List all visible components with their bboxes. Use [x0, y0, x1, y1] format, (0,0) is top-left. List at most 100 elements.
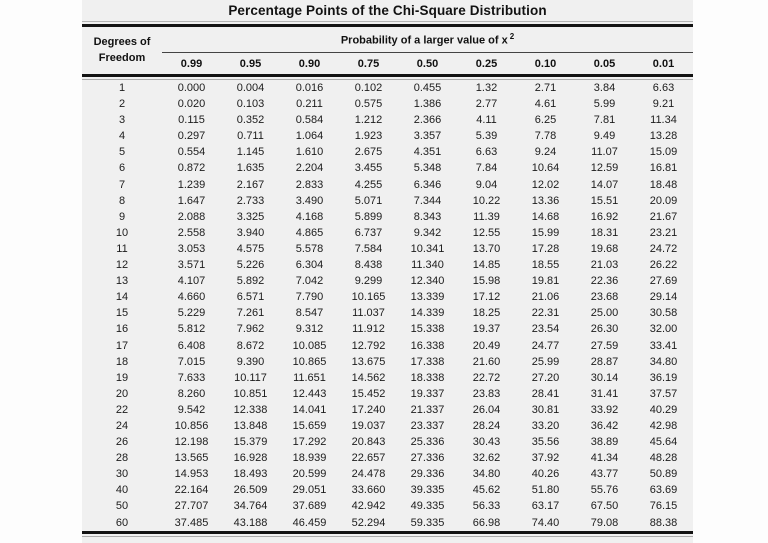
value-cell: 13.848: [233, 419, 268, 432]
value-cell: 26.22: [649, 259, 678, 272]
value-cell: 9.04: [475, 178, 498, 191]
table-row: 2 0.020 0.103 0.211 0.575 1.386 2.77 4.61 5.99 9.…: [82, 96, 693, 112]
value-cell: 4.575: [236, 242, 265, 255]
value-cell: 6.408: [177, 339, 206, 352]
value-cell: 15.338: [410, 323, 445, 336]
value-cell: 14.562: [351, 371, 386, 384]
value-cell: 30.14: [590, 371, 619, 384]
value-cell: 3.571: [177, 259, 206, 272]
value-cell: 13.565: [174, 452, 209, 465]
df-header-line2: Freedom: [98, 51, 146, 64]
value-cell: 25.00: [590, 307, 619, 320]
probability-column-header: 0.75: [339, 52, 398, 77]
df-cell: 11: [116, 242, 128, 255]
table-row: 60 37.485 43.188 46.459 52.294 59.335 66.98 74.…: [82, 514, 693, 534]
table-row: 13 4.107 5.892 7.042 9.299 12.340 15.98 19.81 22…: [82, 273, 693, 289]
value-cell: 14.041: [292, 403, 327, 416]
value-cell: 22.72: [472, 371, 501, 384]
df-cell: 14: [115, 291, 129, 304]
value-cell: 52.294: [339, 514, 398, 534]
value-cell: 79.08: [575, 514, 634, 534]
value-cell: 9.24: [534, 146, 557, 159]
df-cell: 50: [115, 500, 129, 513]
value-cell: 10.085: [292, 339, 327, 352]
df-cell: 60: [82, 514, 162, 534]
value-cell: 12.55: [472, 226, 501, 239]
value-cell: 9.342: [413, 226, 442, 239]
df-cell: 16: [115, 323, 129, 336]
table-row: 3 0.115 0.352 0.584 1.212 2.366 4.11 6.25 7.81 11…: [82, 112, 693, 128]
probability-column-header: 0.95: [221, 52, 280, 77]
value-cell: 4.255: [354, 178, 383, 191]
value-cell: 67.50: [590, 500, 619, 513]
value-cell: 11.07: [591, 146, 618, 159]
value-cell: 10.341: [410, 242, 445, 255]
value-cell: 21.03: [590, 259, 619, 272]
value-cell: 2.733: [236, 194, 265, 207]
table-row: 15 5.229 7.261 8.547 11.037 14.339 18.25 22.31 2…: [82, 305, 693, 321]
value-cell: 19.81: [531, 275, 560, 288]
value-cell: 15.659: [292, 419, 327, 432]
value-cell: 2.77: [475, 98, 498, 111]
value-cell: 7.042: [295, 275, 324, 288]
value-cell: 31.41: [590, 387, 619, 400]
value-cell: 20.09: [649, 194, 678, 207]
table-row: 8 1.647 2.733 3.490 5.071 7.344 10.22 13.36 15.5…: [82, 193, 693, 209]
value-cell: 66.98: [457, 514, 516, 534]
table-row: 6 0.872 1.635 2.204 3.455 5.348 7.84 10.64 12.59…: [82, 160, 693, 176]
value-cell: 5.578: [295, 242, 324, 255]
value-cell: 7.790: [295, 291, 324, 304]
value-cell: 8.438: [354, 259, 383, 272]
table-row: 14 4.660 6.571 7.790 10.165 13.339 17.12 21.06 2…: [82, 289, 693, 305]
value-cell: 6.63: [475, 146, 498, 159]
df-cell: 9: [118, 210, 126, 223]
value-cell: 5.99: [593, 98, 616, 111]
value-cell: 23.54: [531, 323, 560, 336]
value-cell: 49.335: [410, 500, 445, 513]
value-cell: 0.584: [295, 114, 324, 127]
table-row: 7 1.239 2.167 2.833 4.255 6.346 9.04 12.02 14.07…: [82, 177, 693, 193]
value-cell: 0.352: [236, 114, 265, 127]
table-row: 26 12.198 15.379 17.292 20.843 25.336 30.43 35.…: [82, 434, 693, 450]
value-cell: 14.339: [410, 307, 445, 320]
value-cell: 14.68: [531, 210, 560, 223]
value-cell: 6.737: [354, 226, 383, 239]
value-cell: 7.584: [354, 242, 383, 255]
value-cell: 1.064: [295, 130, 324, 143]
value-cell: 8.547: [295, 307, 324, 320]
table-row: 1 0.000 0.004 0.016 0.102 0.455 1.32 2.71 3.84 6.…: [82, 80, 693, 97]
value-cell: 0.103: [236, 98, 265, 111]
value-cell: 17.292: [292, 436, 327, 449]
value-cell: 26.04: [472, 403, 501, 416]
value-cell: 29.051: [292, 484, 327, 497]
value-cell: 5.071: [354, 194, 383, 207]
value-cell: 12.338: [233, 403, 268, 416]
df-cell: 1: [118, 82, 126, 94]
value-cell: 19.037: [351, 419, 386, 432]
value-cell: 45.62: [472, 484, 501, 497]
value-cell: 0.455: [413, 82, 442, 94]
value-cell: 5.229: [177, 307, 206, 320]
df-cell: 22: [115, 403, 129, 416]
value-cell: 16.92: [590, 210, 619, 223]
probability-header-superscript: 2: [509, 32, 515, 42]
value-cell: 19.68: [590, 242, 619, 255]
value-cell: 16.338: [410, 339, 445, 352]
value-cell: 11.651: [293, 371, 326, 384]
value-cell: 4.865: [295, 226, 324, 239]
value-cell: 3.325: [236, 210, 265, 223]
table-row: 19 7.633 10.117 11.651 14.562 18.338 22.72 27.2…: [82, 370, 693, 386]
value-cell: 74.40: [516, 514, 575, 534]
value-cell: 18.939: [292, 452, 327, 465]
table-body: 1 0.000 0.004 0.016 0.102 0.455 1.32 2.71 3.84 6.…: [82, 75, 693, 534]
value-cell: 9.390: [236, 355, 265, 368]
value-cell: 18.31: [590, 226, 619, 239]
value-cell: 8.343: [413, 210, 442, 223]
value-cell: 1.386: [413, 98, 442, 111]
value-cell: 9.542: [177, 403, 206, 416]
value-cell: 20.599: [292, 468, 327, 481]
value-cell: 17.338: [410, 355, 445, 368]
probability-column-header: 0.99: [162, 52, 221, 77]
value-cell: 14.07: [590, 178, 619, 191]
